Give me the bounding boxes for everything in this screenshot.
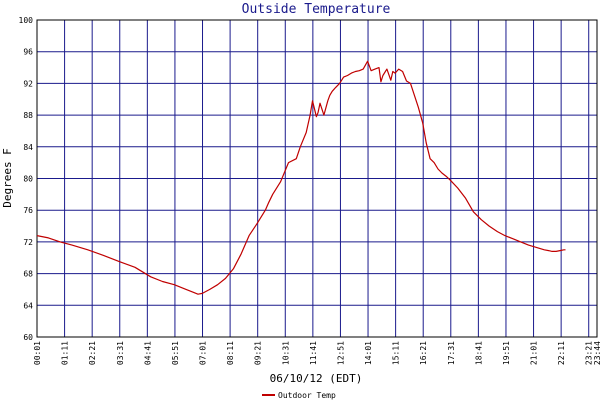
y-tick-label: 72	[23, 238, 33, 247]
x-tick-label: 02:21	[88, 341, 97, 365]
x-axis-ticks: 00:01 01:11 02:21 03:31 04:41 05:51 07:01 08:11…	[33, 341, 600, 365]
x-tick-label: 10:31	[281, 341, 290, 365]
y-tick-label: 80	[23, 175, 33, 184]
chart-title: Outside Temperature	[242, 2, 391, 17]
grid-lines	[37, 20, 597, 337]
y-tick-label: 92	[23, 79, 33, 88]
x-tick-label: 22:11	[557, 341, 566, 365]
y-tick-label: 68	[23, 270, 33, 279]
y-axis-label: Degrees F	[1, 148, 14, 208]
x-tick-label: 08:11	[226, 341, 235, 365]
y-tick-label: 60	[23, 333, 33, 342]
x-tick-label: 17:31	[447, 341, 456, 365]
x-tick-label: 19:51	[502, 341, 511, 365]
y-tick-label: 76	[23, 206, 33, 215]
y-tick-label: 96	[23, 48, 33, 57]
x-tick-label: 21:01	[530, 341, 539, 365]
x-tick-label: 23:21	[585, 341, 594, 365]
series-line-outdoor-temp	[36, 60, 566, 295]
y-tick-label: 84	[23, 143, 33, 152]
x-tick-label: 05:51	[171, 341, 180, 365]
x-tick-label: 23:44	[593, 341, 600, 365]
y-tick-label: 100	[19, 16, 34, 25]
x-tick-label: 16:21	[419, 341, 428, 365]
series-layer	[36, 60, 566, 295]
x-axis-label: 06/10/12 (EDT)	[270, 372, 363, 385]
x-tick-label: 07:01	[199, 341, 208, 365]
x-tick-label: 09:21	[254, 341, 263, 365]
legend-label: Outdoor Temp	[278, 391, 336, 400]
x-tick-label: 15:11	[392, 341, 401, 365]
x-tick-label: 01:11	[61, 341, 70, 365]
x-tick-label: 12:51	[336, 341, 345, 365]
x-tick-label: 04:41	[143, 341, 152, 365]
x-tick-label: 00:01	[33, 341, 42, 365]
x-tick-label: 18:41	[474, 341, 483, 365]
plot-area-frame	[36, 19, 598, 338]
y-axis-ticks: 60 64 68 72 76 80 84 88 92 96 100	[19, 16, 34, 342]
legend: Outdoor Temp	[262, 391, 336, 400]
x-tick-label: 03:31	[116, 341, 125, 365]
y-tick-label: 88	[23, 111, 33, 120]
x-tick-label: 11:41	[309, 341, 318, 365]
y-tick-label: 64	[23, 301, 33, 310]
x-tick-label: 14:01	[364, 341, 373, 365]
